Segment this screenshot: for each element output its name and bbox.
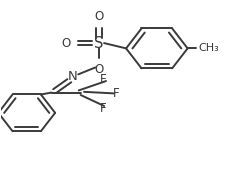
Text: F: F [100, 102, 107, 115]
Text: CH₃: CH₃ [198, 43, 219, 53]
Text: O: O [61, 37, 70, 50]
Text: F: F [100, 73, 107, 86]
Text: O: O [94, 63, 104, 76]
Text: S: S [94, 36, 104, 51]
Text: F: F [113, 87, 120, 100]
Text: N: N [68, 70, 78, 83]
Text: O: O [94, 10, 104, 23]
